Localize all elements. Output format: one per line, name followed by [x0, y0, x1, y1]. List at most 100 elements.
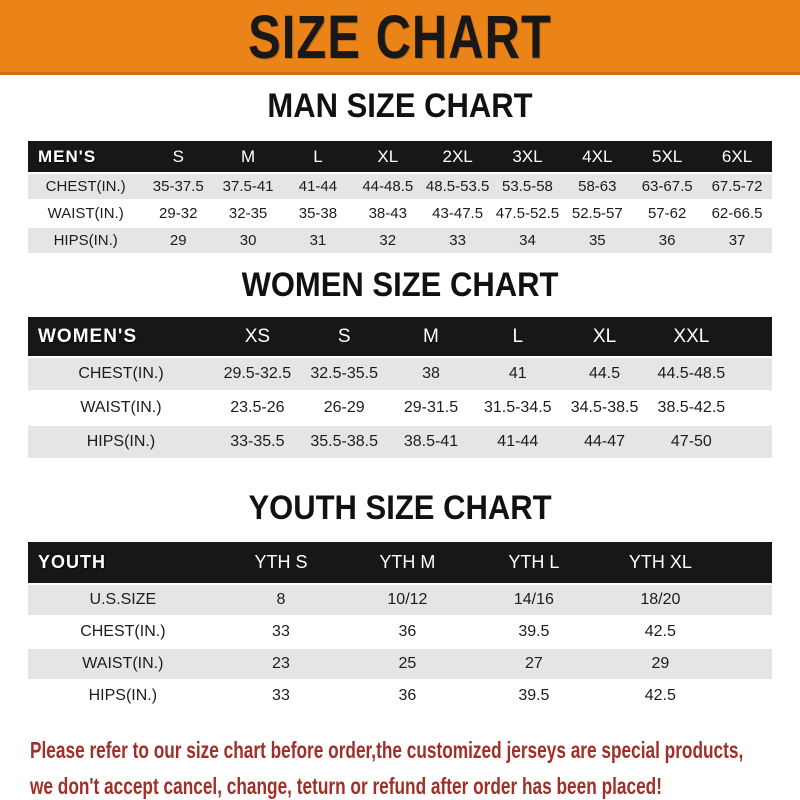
column-header: 5XL — [632, 141, 703, 172]
filler-cell — [734, 358, 772, 390]
column-header: XXL — [647, 317, 735, 356]
page-title-text: SIZE CHART — [248, 1, 552, 71]
column-header: 2XL — [422, 141, 493, 172]
size-value: 41 — [474, 358, 562, 390]
size-value: 29.5-32.5 — [213, 358, 301, 390]
size-value: 63-67.5 — [632, 174, 703, 199]
row-label: U.S.SIZE — [28, 585, 218, 615]
size-value: 48.5-53.5 — [422, 174, 493, 199]
table-row: CHEST(IN.) 33 36 39.5 42.5 — [28, 617, 772, 647]
size-value: 42.5 — [597, 681, 724, 711]
filler-cell — [734, 426, 772, 458]
size-value: 35-38 — [283, 201, 353, 226]
size-value: 33-35.5 — [213, 426, 301, 458]
size-chart-sections: MAN SIZE CHART MEN'S S M L XL 2XL 3XL 4XL 5XL 6XL C… — [0, 85, 800, 713]
size-value: 44.5 — [561, 358, 648, 390]
size-value: 32 — [352, 228, 423, 253]
column-header: M — [213, 141, 283, 172]
size-value: 39.5 — [470, 681, 598, 711]
size-value: 23.5-26 — [213, 392, 301, 424]
size-value: 18/20 — [597, 585, 724, 615]
size-value: 29 — [597, 649, 724, 679]
table-row: CHEST(IN.) 35-37.5 37.5-41 41-44 44-48.5 48.5… — [28, 174, 772, 199]
section-heading: WOMEN SIZE CHART — [0, 265, 800, 304]
youth-size-table: YOUTH YTH S YTH M YTH L YTH XL U.S.SIZE 8 10/12… — [28, 540, 772, 713]
header-row: WOMEN'S XS S M L XL XXL — [28, 317, 772, 356]
womens-size-table: WOMEN'S XS S M L XL XXL CHEST(IN.) 29.5-32.5 32.5… — [28, 315, 772, 460]
size-value: 39.5 — [470, 617, 598, 647]
size-value: 14/16 — [470, 585, 598, 615]
table-title: WOMEN'S — [28, 317, 214, 356]
size-value: 33 — [217, 681, 345, 711]
column-header: 4XL — [562, 141, 633, 172]
disclaimer: Please refer to our size chart before or… — [0, 734, 800, 800]
table-row: WAIST(IN.) 29-32 32-35 35-38 38-43 43-47.5 47.… — [28, 201, 772, 226]
table-row: U.S.SIZE 8 10/12 14/16 18/20 — [28, 585, 772, 615]
size-value: 47.5-52.5 — [492, 201, 563, 226]
disclaimer-line: we don't accept cancel, change, teturn o… — [30, 770, 800, 800]
section-heading: YOUTH SIZE CHART — [0, 488, 800, 527]
column-header: XL — [352, 141, 423, 172]
row-label: WAIST(IN.) — [28, 392, 214, 424]
column-header: YTH L — [470, 542, 598, 583]
size-value: 29-32 — [143, 201, 214, 226]
table-title: YOUTH — [28, 542, 218, 583]
size-value: 31 — [283, 228, 353, 253]
size-value: 44-47 — [561, 426, 648, 458]
filler-cell — [723, 649, 772, 679]
size-value: 36 — [344, 681, 471, 711]
header-row: YOUTH YTH S YTH M YTH L YTH XL — [28, 542, 772, 583]
size-value: 47-50 — [647, 426, 735, 458]
column-header: L — [474, 317, 562, 356]
size-value: 34.5-38.5 — [561, 392, 648, 424]
column-header: XS — [213, 317, 301, 356]
size-value: 41-44 — [283, 174, 353, 199]
size-value: 38.5-42.5 — [647, 392, 735, 424]
table-row: HIPS(IN.) 33 36 39.5 42.5 — [28, 681, 772, 711]
table-row: WAIST(IN.) 23.5-26 26-29 29-31.5 31.5-34.5 34… — [28, 392, 772, 424]
column-header: XL — [561, 317, 648, 356]
size-value: 42.5 — [597, 617, 724, 647]
column-header: YTH XL — [597, 542, 724, 583]
row-label: HIPS(IN.) — [28, 681, 218, 711]
size-value: 52.5-57 — [562, 201, 633, 226]
table-row: WAIST(IN.) 23 25 27 29 — [28, 649, 772, 679]
size-value: 25 — [344, 649, 471, 679]
row-label: HIPS(IN.) — [28, 228, 144, 253]
size-value: 41-44 — [474, 426, 562, 458]
column-header: M — [387, 317, 475, 356]
size-value: 29 — [143, 228, 214, 253]
size-value: 44-48.5 — [352, 174, 423, 199]
size-value: 8 — [217, 585, 345, 615]
banner: SIZE CHART — [0, 0, 800, 75]
size-value: 33 — [422, 228, 493, 253]
row-label: CHEST(IN.) — [28, 174, 144, 199]
size-value: 38-43 — [352, 201, 423, 226]
column-header: YTH M — [344, 542, 471, 583]
size-value: 38.5-41 — [387, 426, 475, 458]
size-value: 37.5-41 — [213, 174, 283, 199]
row-label: CHEST(IN.) — [28, 358, 214, 390]
table-row: CHEST(IN.) 29.5-32.5 32.5-35.5 38 41 44.5 44.5… — [28, 358, 772, 390]
mens-size-table: MEN'S S M L XL 2XL 3XL 4XL 5XL 6XL CHEST(IN.) 35-37… — [28, 139, 772, 255]
size-value: 35-37.5 — [143, 174, 214, 199]
table-row: HIPS(IN.) 29 30 31 32 33 34 35 36 37 — [28, 228, 772, 253]
section-heading-text: MAN SIZE CHART — [267, 85, 533, 126]
size-value: 37 — [702, 228, 772, 253]
filler-cell — [734, 392, 772, 424]
header-row: MEN'S S M L XL 2XL 3XL 4XL 5XL 6XL — [28, 141, 772, 172]
size-value: 30 — [213, 228, 283, 253]
size-value: 31.5-34.5 — [474, 392, 562, 424]
size-value: 44.5-48.5 — [647, 358, 735, 390]
page-title: SIZE CHART — [248, 2, 551, 71]
filler-cell — [734, 317, 772, 356]
size-value: 26-29 — [300, 392, 388, 424]
youth-size-section: YOUTH SIZE CHART YOUTH YTH S YTH M YTH L YTH … — [0, 488, 800, 713]
filler-cell — [723, 617, 772, 647]
size-value: 33 — [217, 617, 345, 647]
size-value: 34 — [492, 228, 563, 253]
size-value: 27 — [470, 649, 598, 679]
table-row: HIPS(IN.) 33-35.5 35.5-38.5 38.5-41 41-44 44-… — [28, 426, 772, 458]
size-value: 10/12 — [344, 585, 471, 615]
